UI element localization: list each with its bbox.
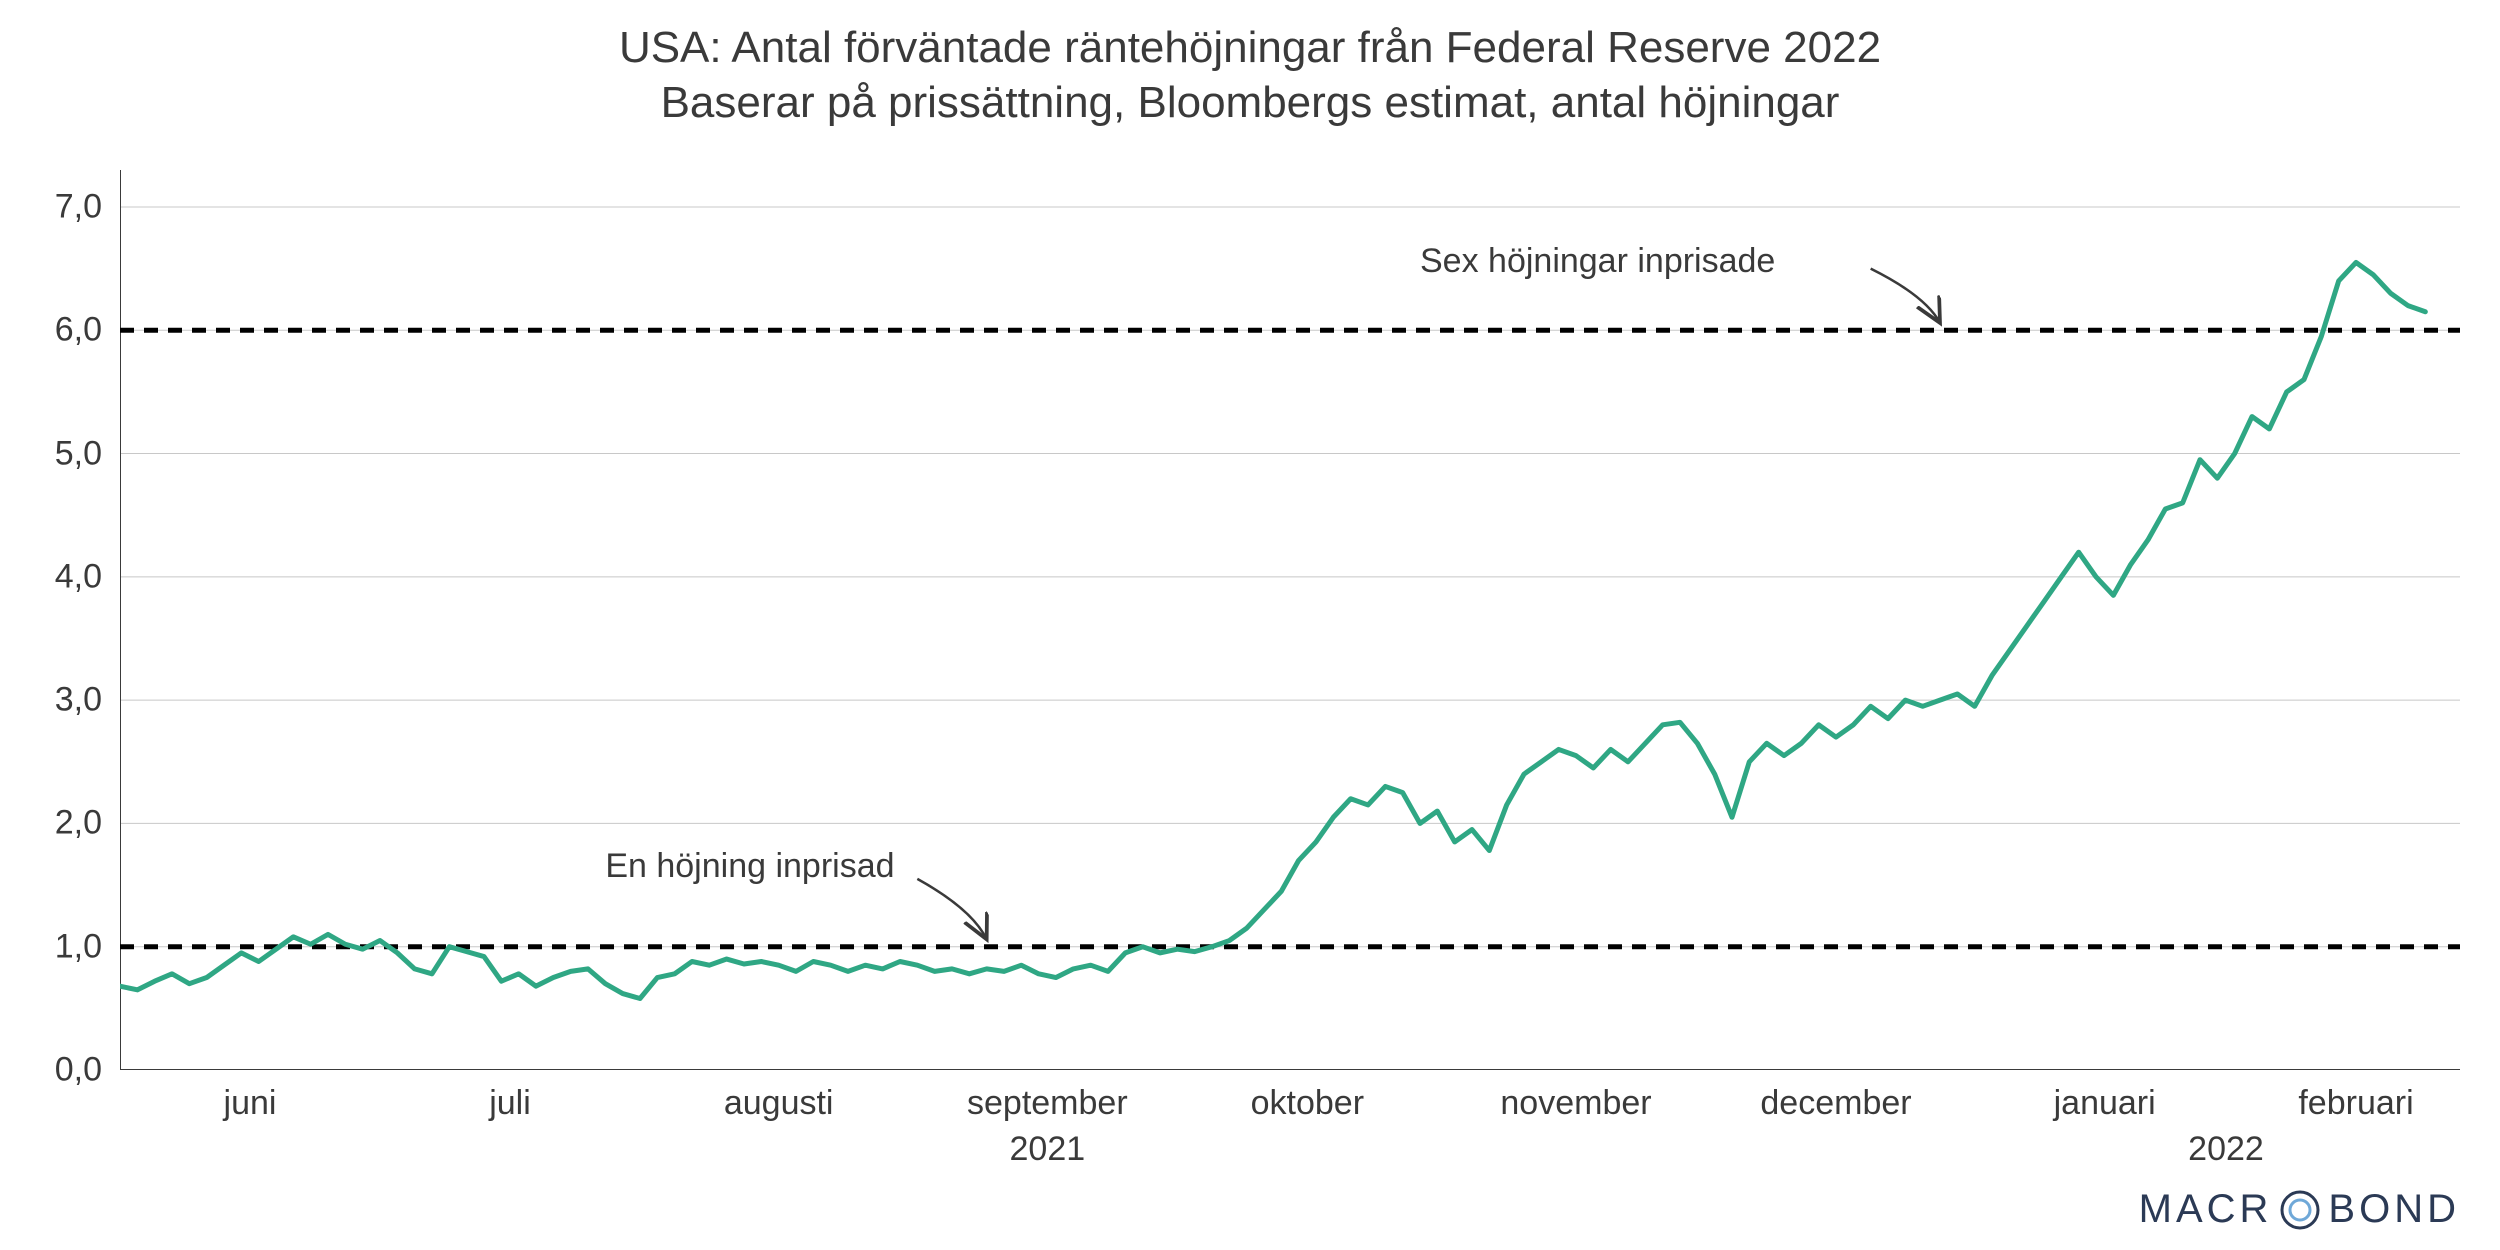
y-tick-label: 3,0 xyxy=(55,681,120,720)
chart-annotation: Sex höjningar inprisade xyxy=(1420,242,1775,281)
x-year-label: 2021 xyxy=(1010,1070,1086,1169)
x-tick-label: oktober xyxy=(1251,1070,1364,1123)
logo-text-right: BOND xyxy=(2328,1187,2460,1232)
y-tick-label: 7,0 xyxy=(55,187,120,226)
chart-title: USA: Antal förväntade räntehöjningar frå… xyxy=(0,20,2500,130)
x-tick-label: juni xyxy=(224,1070,277,1123)
x-year-label: 2022 xyxy=(2188,1070,2264,1169)
y-tick-label: 5,0 xyxy=(55,434,120,473)
logo-text-left: MACR xyxy=(2139,1187,2273,1232)
chart-annotation: En höjning inprisad xyxy=(605,847,894,886)
macrobond-logo: MACR BOND xyxy=(2139,1187,2460,1232)
x-tick-label: januari xyxy=(2054,1070,2156,1123)
y-tick-label: 6,0 xyxy=(55,311,120,350)
x-tick-label: december xyxy=(1760,1070,1911,1123)
x-tick-label: november xyxy=(1500,1070,1651,1123)
y-tick-label: 4,0 xyxy=(55,557,120,596)
y-tick-label: 0,0 xyxy=(55,1051,120,1090)
plot-area: 0,01,02,03,04,05,06,07,0junijuliaugustis… xyxy=(120,170,2460,1070)
y-tick-label: 1,0 xyxy=(55,927,120,966)
logo-o-icon xyxy=(2278,1188,2322,1232)
title-line-2: Baserar på prissättning, Bloombergs esti… xyxy=(0,75,2500,130)
x-tick-label: juli xyxy=(489,1070,531,1123)
y-tick-label: 2,0 xyxy=(55,804,120,843)
x-tick-label: augusti xyxy=(724,1070,834,1123)
chart-container: USA: Antal förväntade räntehöjningar frå… xyxy=(0,0,2500,1250)
title-line-1: USA: Antal förväntade räntehöjningar frå… xyxy=(0,20,2500,75)
plot-svg xyxy=(120,170,2460,1070)
x-tick-label: februari xyxy=(2298,1070,2413,1123)
